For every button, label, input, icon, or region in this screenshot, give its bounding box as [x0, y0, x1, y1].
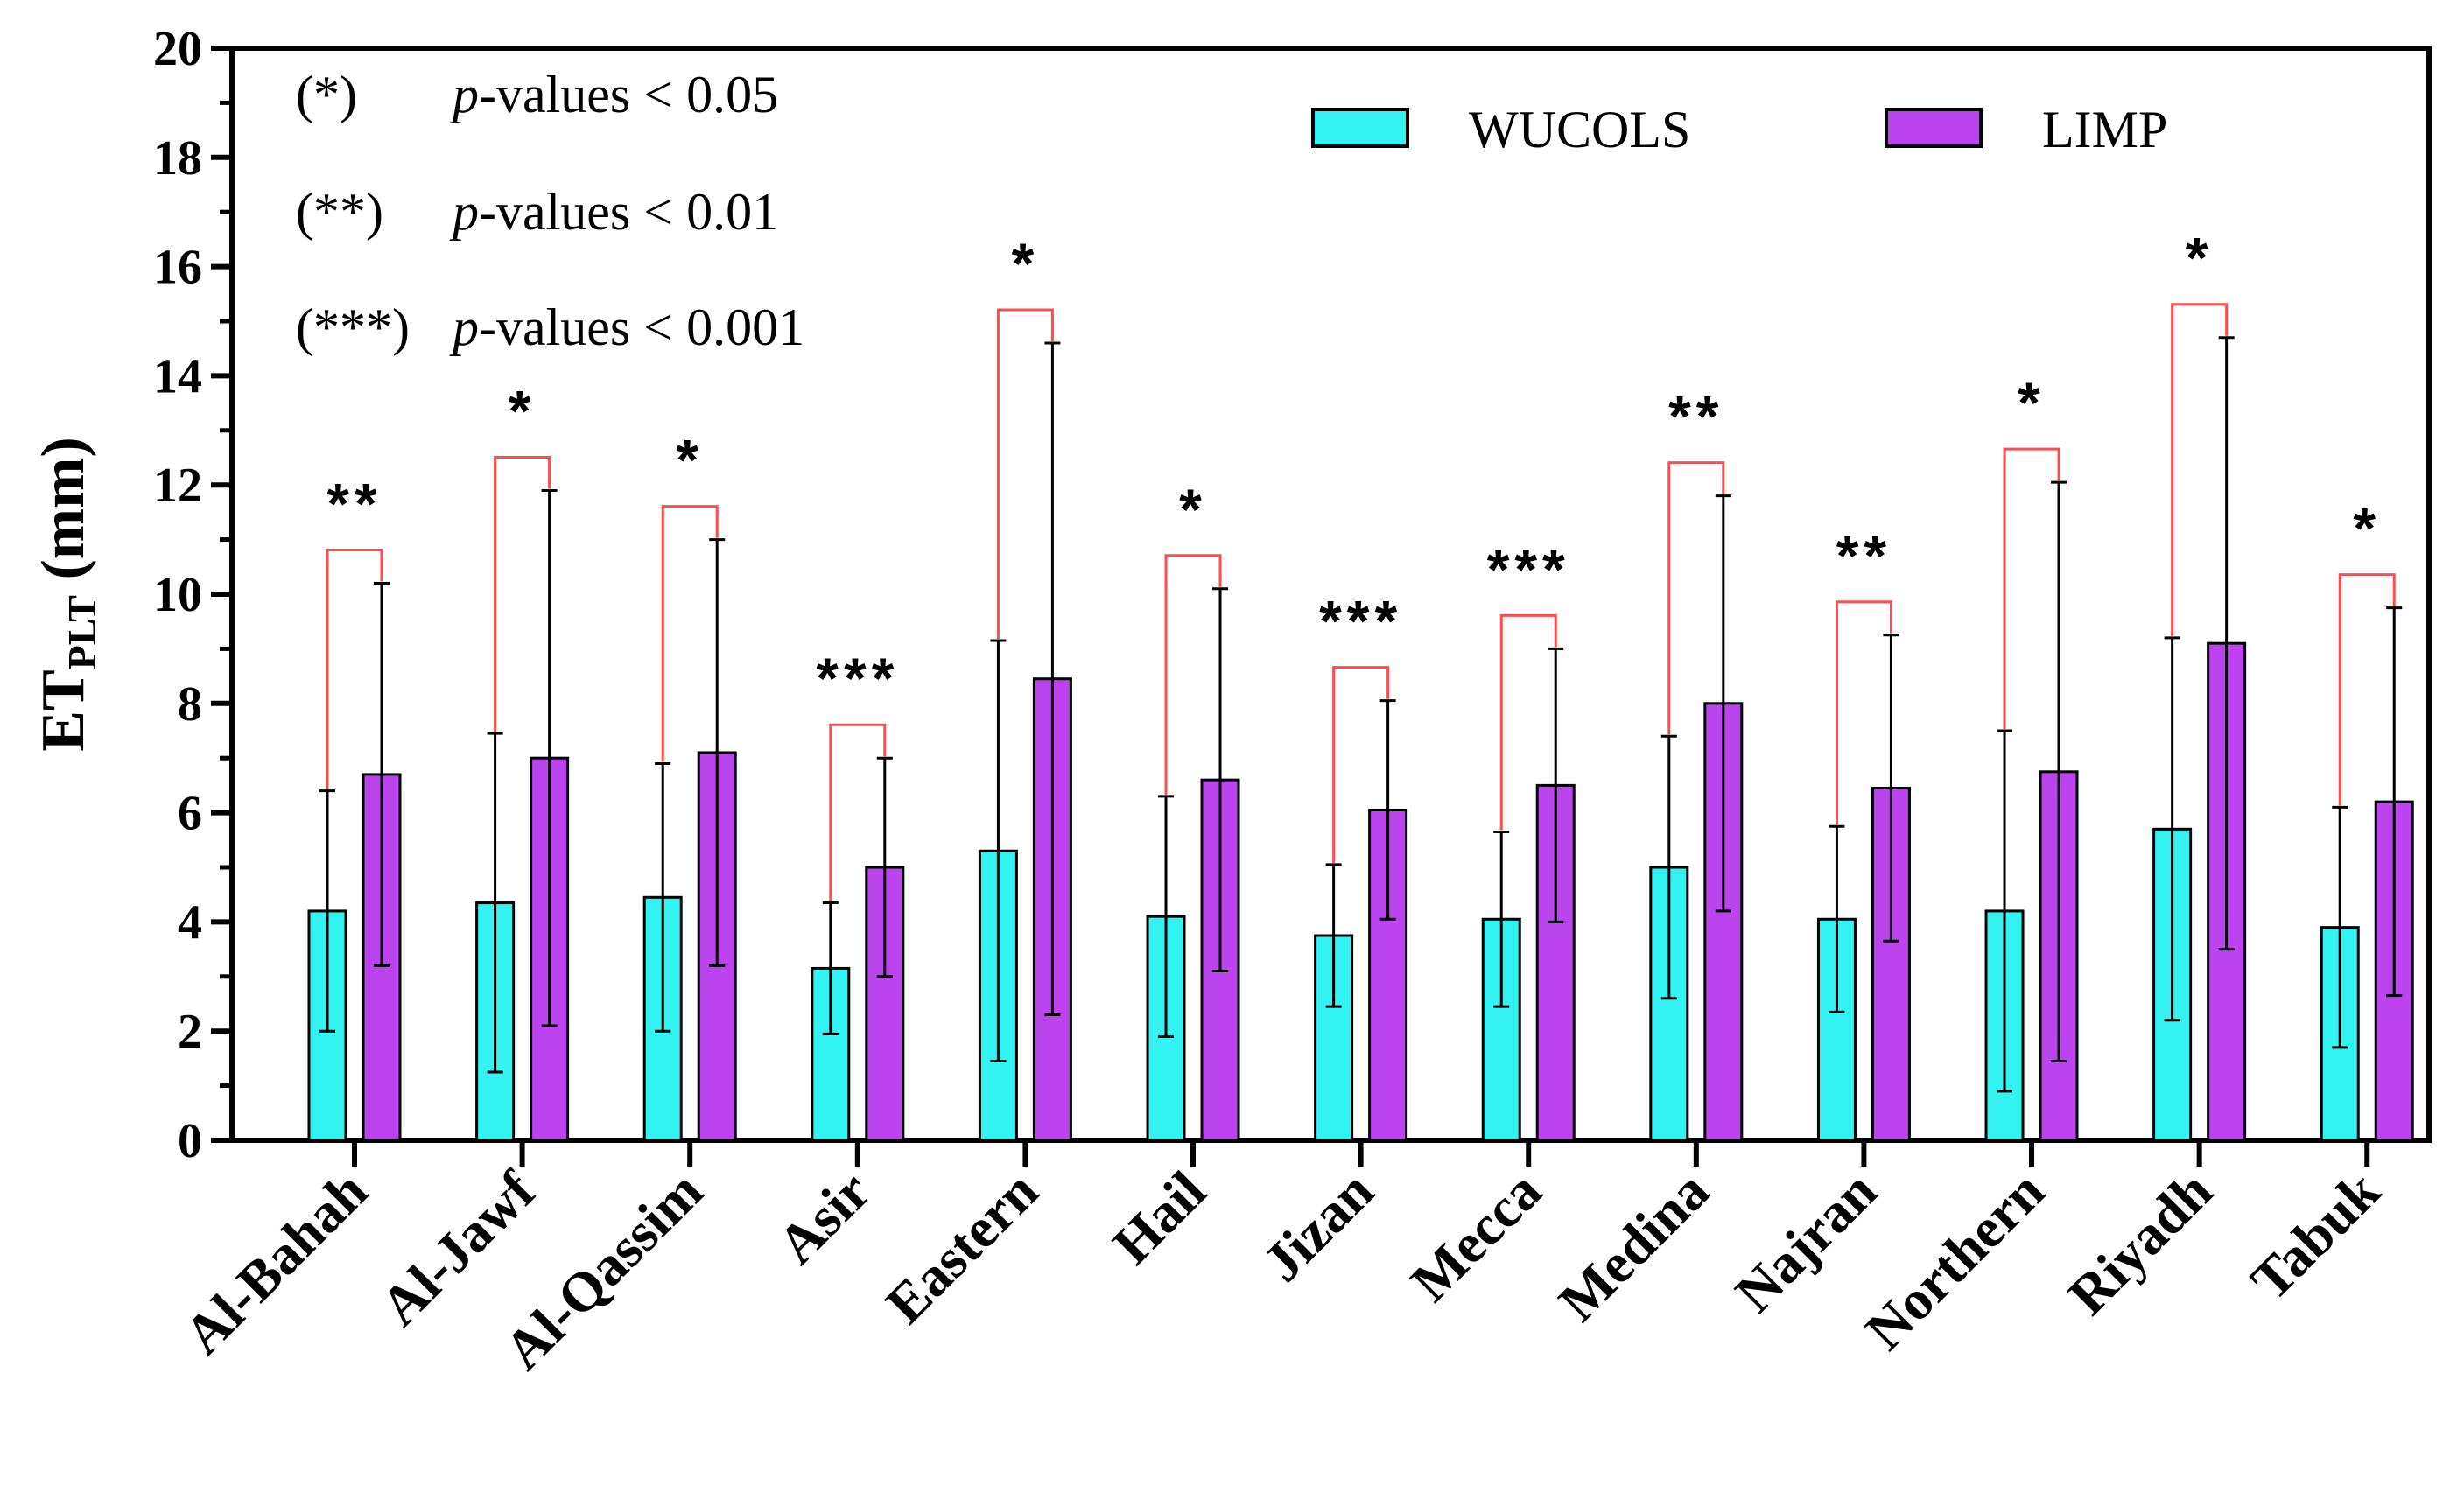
x-category-label: Jizan — [1251, 1160, 1385, 1293]
x-category-label: Medina — [1547, 1160, 1721, 1334]
pvalue-note-marker: (***) — [296, 298, 410, 356]
y-tick-label: 10 — [153, 568, 202, 622]
significance-bracket-asir — [829, 723, 887, 901]
x-category-label: Riyadh — [2056, 1160, 2223, 1327]
y-tick-label: 14 — [153, 349, 202, 403]
significance-marker-hail: * — [1179, 477, 1207, 542]
y-tick-label: 0 — [178, 1114, 202, 1168]
bar-wucols-mecca — [1481, 917, 1521, 1142]
y-tick-label: 6 — [178, 787, 202, 841]
significance-bracket-najran — [1835, 600, 1892, 825]
significance-marker-riyadh: * — [2186, 226, 2214, 291]
legend-limp-swatch — [1885, 108, 1983, 148]
significance-marker-eastern: * — [1012, 231, 1040, 296]
significance-marker-jizan: *** — [1319, 589, 1402, 654]
significance-marker-mecca: *** — [1487, 536, 1570, 601]
y-tick-label: 8 — [178, 677, 202, 732]
x-category-label: Mecca — [1399, 1160, 1553, 1314]
significance-bracket-al-qassim — [661, 505, 719, 762]
pvalue-note: (**) p-values < 0.01 — [296, 183, 778, 241]
y-axis-title-main: ET — [30, 669, 97, 751]
y-axis-title-subscript: PLT — [60, 595, 104, 669]
significance-bracket-jizan — [1332, 666, 1390, 863]
significance-marker-al-qassim: * — [676, 428, 704, 493]
significance-bracket-al-bahah — [326, 549, 383, 789]
significance-bracket-northern — [2003, 447, 2060, 729]
pvalue-note: (*) p-values < 0.05 — [296, 66, 778, 123]
significance-bracket-al-jawf — [494, 455, 551, 732]
pvalue-note-p: p — [449, 66, 479, 123]
y-tick-label: 12 — [153, 459, 202, 513]
significance-bracket-eastern — [996, 308, 1054, 640]
x-category-label: Tabuk — [2239, 1159, 2392, 1312]
pvalue-note-p: p — [449, 298, 479, 356]
x-category-label: Najran — [1723, 1160, 1888, 1324]
legend-wucols-swatch — [1311, 108, 1409, 148]
pvalue-note: (***) p-values < 0.001 — [296, 298, 804, 356]
significance-marker-medina: ** — [1668, 384, 1723, 449]
significance-bracket-hail — [1164, 554, 1222, 795]
significance-marker-asir: *** — [816, 646, 899, 711]
y-axis-title-unit: (mm) — [30, 437, 97, 595]
x-category-label: Asir — [766, 1160, 882, 1276]
y-tick-label: 2 — [178, 1005, 202, 1059]
y-tick-label: 16 — [153, 241, 202, 295]
bar-wucols-asir — [811, 966, 851, 1142]
significance-marker-najran: ** — [1836, 523, 1892, 588]
x-category-label: Eastern — [874, 1160, 1049, 1335]
pvalue-note-marker: (*) — [296, 66, 357, 123]
x-category-label: Northern — [1854, 1160, 2056, 1362]
significance-marker-al-jawf: * — [509, 378, 537, 443]
pvalue-note-text: -values < 0.05 — [479, 66, 778, 123]
significance-bracket-mecca — [1499, 613, 1557, 831]
significance-marker-northern: * — [2018, 370, 2046, 435]
bar-wucols-jizan — [1314, 934, 1354, 1142]
pvalue-note-text: -values < 0.001 — [479, 298, 804, 356]
x-category-label: Al-Bahah — [172, 1160, 379, 1366]
y-axis-title: ETPLT (mm) — [30, 437, 104, 751]
y-tick-label: 20 — [153, 22, 202, 76]
legend-wucols-label: WUCOLS — [1469, 101, 1690, 158]
significance-marker-al-bahah: ** — [326, 472, 382, 536]
y-tick-label: 18 — [153, 131, 202, 186]
significance-bracket-tabuk — [2338, 573, 2396, 806]
pvalue-note-marker: (**) — [296, 183, 383, 241]
pvalue-note-p: p — [449, 183, 479, 241]
significance-marker-tabuk: * — [2353, 496, 2381, 561]
x-category-label: Hail — [1101, 1160, 1218, 1276]
significance-bracket-medina — [1667, 461, 1725, 735]
significance-bracket-riyadh — [2171, 303, 2229, 636]
legend-limp-label: LIMP — [2042, 101, 2167, 158]
y-tick-label: 4 — [178, 895, 202, 950]
pvalue-note-text: -values < 0.01 — [479, 183, 778, 241]
